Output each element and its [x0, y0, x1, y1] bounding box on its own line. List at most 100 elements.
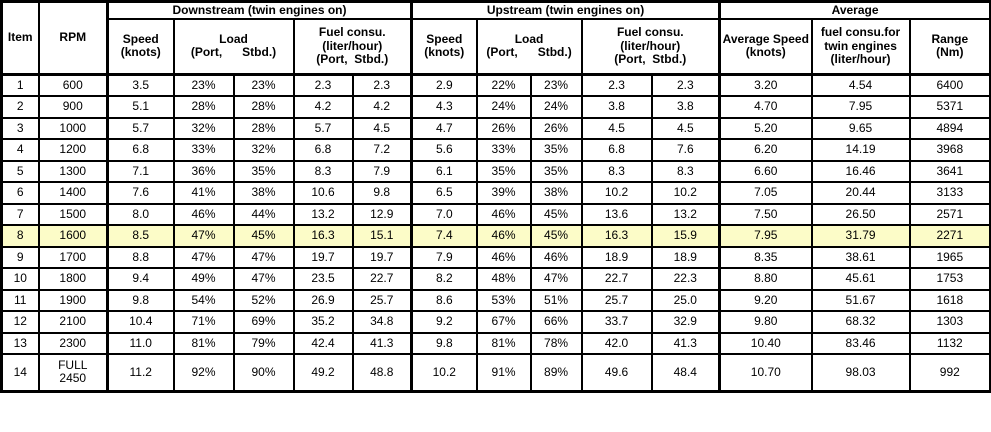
cell-ds_fuel_stbd: 9.8: [351, 181, 413, 205]
cell-us_fuel_stbd: 13.2: [650, 202, 721, 226]
header-line: (liter/hour): [830, 52, 891, 66]
cell-us_load_port: 26%: [475, 116, 532, 140]
cell-ds_fuel_port: 42.4: [292, 331, 354, 355]
group-header-downstream: Downstream (twin engines on): [105, 0, 413, 20]
cell-us_load_stbd: 23%: [529, 73, 583, 97]
cell-us_speed: 5.6: [410, 138, 478, 162]
cell-item: 12: [0, 310, 40, 334]
cell-rpm: 1000: [37, 116, 109, 140]
cell-ds_load_stbd: 28%: [232, 95, 295, 119]
cell-item: 1: [0, 73, 40, 97]
table-row: 11 1900 9.8 54% 52% 26.9 25.7 8.6 53% 51% 25.7 25.0…: [0, 288, 991, 312]
cell-us_load_stbd: 24%: [529, 95, 583, 119]
col-header-range: Range (Nm): [908, 17, 991, 76]
cell-us_speed: 4.3: [410, 95, 478, 119]
cell-us_fuel_port: 6.8: [580, 138, 653, 162]
cell-ds_load_stbd: 35%: [232, 159, 295, 183]
cell-ds_fuel_port: 35.2: [292, 310, 354, 334]
cell-us_fuel_port: 10.2: [580, 181, 653, 205]
table-row: 14 FULL 2450 11.2 92% 90% 49.2 48.8 10.2 91% 89% 49…: [0, 353, 991, 392]
table-row: 6 1400 7.6 41% 38% 10.6 9.8 6.5 39% 38% 10.2 10.2 7.…: [0, 181, 991, 205]
cell-rpm: 600: [37, 73, 109, 97]
table-row: 3 1000 5.7 32% 28% 5.7 4.5 4.7 26% 26% 4.5 4.5 5.20 9…: [0, 116, 991, 140]
cell-avg_speed: 8.35: [718, 245, 813, 269]
cell-us_fuel_stbd: 15.9: [650, 224, 721, 248]
cell-avg_speed: 7.50: [718, 202, 813, 226]
cell-ds_speed: 3.5: [106, 73, 175, 97]
cell-range: 5371: [908, 95, 991, 119]
cell-avg_fuel_twin: 26.50: [810, 202, 911, 226]
cell-avg_speed: 9.80: [718, 310, 813, 334]
cell-us_load_port: 46%: [475, 202, 532, 226]
cell-ds_fuel_port: 23.5: [292, 267, 354, 291]
cell-ds_fuel_port: 49.2: [292, 353, 354, 392]
cell-us_load_stbd: 89%: [529, 353, 583, 392]
cell-us_fuel_port: 13.6: [580, 202, 653, 226]
cell-range: 1753: [908, 267, 991, 291]
cell-us_load_port: 22%: [475, 73, 532, 97]
cell-us_fuel_stbd: 41.3: [650, 331, 721, 355]
cell-us_load_stbd: 45%: [529, 224, 583, 248]
cell-ds_fuel_stbd: 15.1: [351, 224, 413, 248]
header-line: Average Speed: [722, 31, 809, 46]
cell-ds_load_port: 23%: [172, 73, 235, 97]
col-header-item: Item: [0, 0, 40, 76]
cell-rpm: 900: [37, 95, 109, 119]
cell-us_fuel_stbd: 22.3: [650, 267, 721, 291]
cell-us_fuel_stbd: 2.3: [650, 73, 721, 97]
header-line: (Port, Stbd.): [316, 52, 389, 66]
cell-rpm: 1400: [37, 181, 109, 205]
table-row: 5 1300 7.1 36% 35% 8.3 7.9 6.1 35% 35% 8.3 8.3 6.60 1…: [0, 159, 991, 183]
cell-ds_load_stbd: 69%: [232, 310, 295, 334]
group-header-average: Average: [718, 0, 991, 20]
cell-ds_fuel_port: 19.7: [292, 245, 354, 269]
cell-us_fuel_port: 49.6: [580, 353, 653, 392]
header-line: (Port, Stbd.): [190, 45, 277, 60]
cell-item: 10: [0, 267, 40, 291]
cell-ds_load_stbd: 32%: [232, 138, 295, 162]
cell-rpm: 1500: [37, 202, 109, 226]
cell-ds_fuel_stbd: 41.3: [351, 331, 413, 355]
cell-us_fuel_stbd: 3.8: [650, 95, 721, 119]
cell-ds_fuel_stbd: 22.7: [351, 267, 413, 291]
cell-us_load_stbd: 45%: [529, 202, 583, 226]
cell-ds_fuel_port: 6.8: [292, 138, 354, 162]
cell-us_fuel_port: 25.7: [580, 288, 653, 312]
table-row: 1 600 3.5 23% 23% 2.3 2.3 2.9 22% 23% 2.3 2.3 3.20 4.…: [0, 73, 991, 97]
cell-us_speed: 7.4: [410, 224, 478, 248]
cell-ds_load_stbd: 79%: [232, 331, 295, 355]
cell-ds_load_port: 41%: [172, 181, 235, 205]
col-header-us-load: Load (Port, Stbd.): [475, 17, 583, 76]
cell-us_fuel_stbd: 18.9: [650, 245, 721, 269]
cell-ds_fuel_stbd: 2.3: [351, 73, 413, 97]
cell-us_load_port: 53%: [475, 288, 532, 312]
cell-us_fuel_port: 4.5: [580, 116, 653, 140]
cell-ds_load_port: 32%: [172, 116, 235, 140]
cell-range: 992: [908, 353, 991, 392]
cell-ds_fuel_port: 10.6: [292, 181, 354, 205]
cell-us_fuel_port: 2.3: [580, 73, 653, 97]
header-line: Speed: [426, 31, 463, 46]
cell-avg_fuel_twin: 7.95: [810, 95, 911, 119]
cell-ds_load_port: 36%: [172, 159, 235, 183]
cell-avg_fuel_twin: 14.19: [810, 138, 911, 162]
cell-ds_fuel_port: 26.9: [292, 288, 354, 312]
header-line: Range: [931, 31, 969, 46]
col-header-rpm: RPM: [37, 0, 109, 76]
cell-us_load_port: 33%: [475, 138, 532, 162]
table-row: 9 1700 8.8 47% 47% 19.7 19.7 7.9 46% 46% 18.9 18.9 8…: [0, 245, 991, 269]
cell-ds_speed: 11.0: [106, 331, 175, 355]
header-line: (knots): [120, 45, 161, 60]
cell-us_load_stbd: 35%: [529, 159, 583, 183]
cell-us_fuel_port: 42.0: [580, 331, 653, 355]
cell-us_load_port: 39%: [475, 181, 532, 205]
cell-rpm: 1600: [37, 224, 109, 248]
cell-avg_fuel_twin: 38.61: [810, 245, 911, 269]
cell-ds_fuel_port: 2.3: [292, 73, 354, 97]
cell-ds_speed: 5.1: [106, 95, 175, 119]
cell-range: 6400: [908, 73, 991, 97]
cell-ds_speed: 9.4: [106, 267, 175, 291]
cell-rpm: 1700: [37, 245, 109, 269]
cell-avg_fuel_twin: 9.65: [810, 116, 911, 140]
cell-us_fuel_stbd: 8.3: [650, 159, 721, 183]
